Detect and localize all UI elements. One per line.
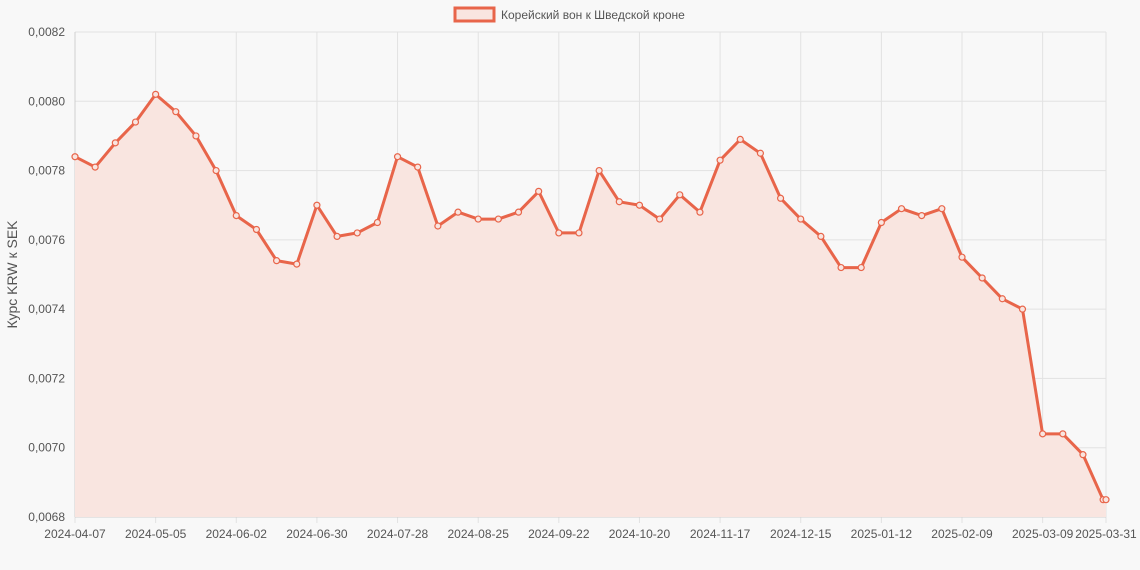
data-point[interactable] [756,149,765,157]
data-point[interactable] [877,218,885,227]
data-point[interactable] [776,194,785,202]
y-axis-ticks: 0,0068 0,0070 0,0072 0,0074 0,0076 0,0078 0,00… [28,25,65,524]
legend-swatch[interactable] [453,6,496,23]
data-point[interactable] [978,274,986,282]
x-tick-label: 2024-06-02 [206,527,268,541]
data-point[interactable] [938,205,946,213]
data-point[interactable] [192,132,200,140]
data-point[interactable] [595,166,603,175]
data-points [71,90,1110,504]
data-point[interactable] [232,212,240,220]
y-tick-label: 0,0072 [28,371,65,385]
x-tick-label: 2025-01-12 [851,527,913,541]
data-point[interactable] [1018,305,1027,313]
data-point[interactable] [111,139,119,147]
y-tick-label: 0,0070 [28,441,65,455]
data-point[interactable] [313,201,321,209]
x-tick-label: 2024-08-25 [447,527,509,541]
x-tick-label: 2024-10-20 [609,527,671,541]
data-point[interactable] [958,253,966,261]
data-point[interactable] [736,135,744,143]
data-point[interactable] [152,90,160,98]
y-tick-label: 0,0082 [28,25,65,39]
data-point[interactable] [393,153,402,161]
data-point[interactable] [696,208,704,216]
data-point[interactable] [71,153,79,161]
data-point[interactable] [434,222,442,230]
x-tick-label: 2024-09-22 [528,527,590,541]
data-point[interactable] [514,208,523,216]
x-tick-label: 2025-03-09 [1012,527,1074,541]
data-point[interactable] [656,215,664,223]
y-tick-label: 0,0076 [28,233,65,247]
data-point[interactable] [555,229,563,237]
x-tick-label: 2025-03-31 [1075,527,1137,541]
data-point[interactable] [454,208,462,216]
data-point[interactable] [817,232,825,240]
x-tick-label: 2024-11-17 [690,527,751,541]
data-point[interactable] [333,232,341,240]
data-point[interactable] [615,198,623,206]
data-point[interactable] [1079,451,1087,459]
data-point[interactable] [373,218,381,227]
data-point[interactable] [414,163,422,171]
series-area-fill [75,94,1106,518]
y-tick-label: 0,0080 [28,94,65,108]
data-point[interactable] [212,166,220,175]
x-tick-label: 2024-05-05 [125,527,187,541]
data-point[interactable] [131,118,140,126]
data-point[interactable] [635,201,644,209]
data-point[interactable] [272,257,281,265]
x-tick-label: 2025-02-09 [931,527,993,541]
data-point[interactable] [293,260,301,268]
legend-label[interactable]: Корейский вон к Шведской кроне [501,8,685,22]
data-point[interactable] [535,187,543,195]
data-point[interactable] [837,263,845,272]
data-point[interactable] [716,156,724,164]
data-point[interactable] [897,205,906,213]
legend[interactable]: Корейский вон к Шведской кроне [453,6,685,23]
x-axis-ticks: 2024-04-07 2024-05-05 2024-06-02 2024-06-30… [44,527,1137,541]
data-point[interactable] [474,215,482,223]
data-point[interactable] [353,229,361,237]
data-point[interactable] [172,108,180,116]
data-point[interactable] [1102,496,1110,504]
x-tick-label: 2024-12-15 [770,527,832,541]
data-point[interactable] [91,163,99,171]
x-tick-label: 2024-07-28 [367,527,429,541]
data-point[interactable] [1059,430,1067,438]
data-point[interactable] [998,295,1006,303]
data-point[interactable] [494,215,502,223]
data-point[interactable] [797,215,805,223]
y-axis-title: Курс KRW к SEK [4,220,20,329]
y-tick-label: 0,0068 [28,510,65,524]
data-point[interactable] [676,191,684,199]
data-point[interactable] [1039,430,1047,438]
data-point[interactable] [252,225,261,234]
data-point[interactable] [857,263,865,272]
y-tick-label: 0,0074 [28,302,65,316]
x-tick-label: 2024-06-30 [286,527,348,541]
data-point[interactable] [918,212,926,220]
data-point[interactable] [575,229,583,237]
x-tick-label: 2024-04-07 [44,527,106,541]
y-tick-label: 0,0078 [28,164,65,178]
